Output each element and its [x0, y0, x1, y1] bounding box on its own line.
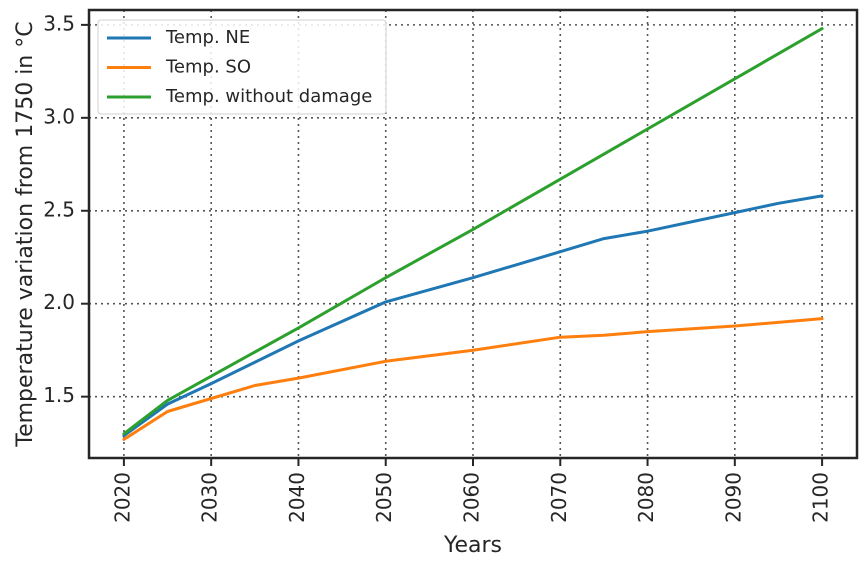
- y-axis-title: Temperature variation from 1750 in °C: [13, 21, 38, 447]
- x-tick-label: 2080: [634, 472, 658, 523]
- series-lines: [122, 27, 824, 441]
- x-tick-label: 2090: [721, 472, 745, 523]
- series-line-0: [122, 194, 824, 438]
- x-tick-label: 2040: [285, 472, 309, 523]
- series-line-1: [122, 317, 824, 441]
- y-tick-label: 2.0: [43, 290, 75, 314]
- x-tick-label: 2030: [198, 472, 222, 523]
- legend-label-2: Temp. without damage: [165, 86, 372, 107]
- x-tick-label: 2020: [110, 472, 134, 523]
- x-tick-label: 2060: [460, 472, 484, 523]
- x-axis-title: Years: [443, 533, 502, 558]
- y-tick-label: 2.5: [43, 197, 75, 221]
- y-tick-label: 3.5: [43, 11, 75, 35]
- legend-label-1: Temp. SO: [165, 57, 251, 78]
- y-tick-label: 3.0: [43, 104, 75, 128]
- x-tick-label: 2100: [809, 472, 833, 523]
- legend: Temp. NE Temp. SO Temp. without damage: [97, 19, 387, 115]
- ticks: 2020 2030 2040 2050 2060 2070 2080 2090 2100 1.5 2…: [43, 11, 832, 523]
- series-line-2: [122, 27, 824, 436]
- y-tick-label: 1.5: [43, 383, 75, 407]
- legend-box: [97, 19, 387, 115]
- x-tick-label: 2070: [547, 472, 571, 523]
- x-tick-label: 2050: [372, 472, 396, 523]
- legend-label-0: Temp. NE: [165, 27, 250, 48]
